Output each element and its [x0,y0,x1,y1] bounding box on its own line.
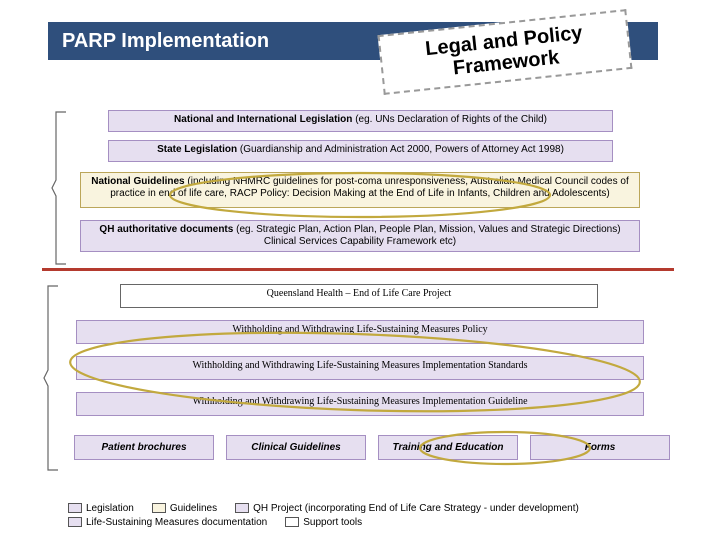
legend-label: Life-Sustaining Measures documentation [86,517,267,528]
legend-label: QH Project (incorporating End of Life Ca… [253,503,579,514]
legend-item: Guidelines [152,503,217,514]
label-strong: State Legislation [157,144,240,155]
box-impl-guideline: Withholding and Withdrawing Life-Sustain… [76,392,644,416]
label-rest: (including NHMRC guidelines for post-com… [110,176,629,199]
label: Withholding and Withdrawing Life-Sustain… [232,324,487,335]
legend-label: Legislation [86,503,134,514]
bottom-row: Patient brochures Clinical Guidelines Tr… [74,435,670,460]
bracket-top [52,112,70,264]
label: Withholding and Withdrawing Life-Sustain… [192,396,527,407]
box-natl-guidelines: National Guidelines (including NHMRC gui… [80,172,640,208]
swatch-icon [285,517,299,527]
label-rest: (eg. UNs Declaration of Rights of the Ch… [355,114,547,125]
legend-item: QH Project (incorporating End of Life Ca… [235,503,579,514]
label-strong: National Guidelines [91,176,187,187]
legend-label: Support tools [303,517,362,528]
bracket-mid [44,286,62,470]
legend-label: Guidelines [170,503,217,514]
label-strong: National and International Legislation [174,114,355,125]
legend-row: Legislation Guidelines QH Project (incor… [68,503,688,514]
box-state-legislation: State Legislation (Guardianship and Admi… [108,140,613,162]
label: Queensland Health – End of Life Care Pro… [267,288,452,299]
swatch-icon [152,503,166,513]
label-rest: (eg. Strategic Plan, Action Plan, People… [236,224,620,247]
legend-row: Life-Sustaining Measures documentation S… [68,517,688,528]
cell-forms: Forms [530,435,670,460]
box-eolc-project: Queensland Health – End of Life Care Pro… [120,284,598,308]
swatch-icon [68,503,82,513]
legend-item: Support tools [285,517,362,528]
label-strong: QH authoritative documents [99,224,236,235]
label: Withholding and Withdrawing Life-Sustain… [192,360,527,371]
label-rest: (Guardianship and Administration Act 200… [240,144,564,155]
legend-item: Legislation [68,503,134,514]
section-divider [42,268,674,271]
swatch-icon [68,517,82,527]
legend: Legislation Guidelines QH Project (incor… [68,500,688,528]
cell-training-education: Training and Education [378,435,518,460]
swatch-icon [235,503,249,513]
box-policy: Withholding and Withdrawing Life-Sustain… [76,320,644,344]
cell-patient-brochures: Patient brochures [74,435,214,460]
page-title: PARP Implementation [62,30,269,53]
box-impl-standards: Withholding and Withdrawing Life-Sustain… [76,356,644,380]
box-qh-authoritative: QH authoritative documents (eg. Strategi… [80,220,640,252]
box-natl-intl-legislation: National and International Legislation (… [108,110,613,132]
legend-item: Life-Sustaining Measures documentation [68,517,267,528]
cell-clinical-guidelines: Clinical Guidelines [226,435,366,460]
